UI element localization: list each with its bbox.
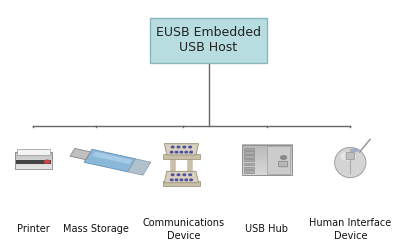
Polygon shape [128, 159, 151, 175]
FancyBboxPatch shape [244, 170, 254, 173]
FancyBboxPatch shape [244, 163, 254, 165]
Circle shape [183, 174, 186, 175]
Circle shape [183, 146, 186, 148]
Circle shape [190, 151, 192, 153]
Circle shape [189, 146, 191, 148]
Circle shape [190, 179, 192, 181]
Circle shape [281, 156, 286, 159]
FancyBboxPatch shape [244, 151, 254, 154]
FancyBboxPatch shape [267, 146, 290, 174]
Polygon shape [84, 149, 136, 172]
Circle shape [175, 179, 178, 181]
Circle shape [177, 146, 180, 148]
Ellipse shape [340, 152, 356, 161]
Text: Printer: Printer [17, 224, 50, 234]
FancyBboxPatch shape [19, 149, 48, 153]
Text: Human Interface
Device: Human Interface Device [309, 218, 392, 240]
FancyBboxPatch shape [244, 148, 254, 150]
FancyBboxPatch shape [17, 148, 50, 154]
Ellipse shape [350, 148, 359, 152]
Polygon shape [93, 152, 132, 164]
Circle shape [175, 151, 178, 153]
Text: Communications
Device: Communications Device [143, 218, 224, 240]
FancyBboxPatch shape [16, 160, 51, 164]
Circle shape [171, 151, 173, 153]
Circle shape [180, 151, 183, 153]
FancyBboxPatch shape [279, 161, 288, 167]
FancyBboxPatch shape [163, 154, 200, 159]
FancyBboxPatch shape [244, 167, 254, 169]
Text: USB Hub: USB Hub [245, 224, 289, 234]
Circle shape [185, 179, 188, 181]
Circle shape [185, 151, 188, 153]
Circle shape [177, 174, 180, 175]
Polygon shape [164, 144, 198, 155]
Text: Mass Storage: Mass Storage [63, 224, 129, 234]
Circle shape [171, 146, 174, 148]
Ellipse shape [334, 147, 366, 178]
Circle shape [171, 174, 174, 175]
FancyBboxPatch shape [346, 152, 354, 160]
Text: EUSB Embedded
USB Host: EUSB Embedded USB Host [156, 26, 261, 54]
FancyBboxPatch shape [150, 18, 267, 63]
Polygon shape [70, 148, 90, 160]
FancyBboxPatch shape [163, 181, 200, 186]
FancyBboxPatch shape [244, 155, 254, 158]
Circle shape [171, 179, 173, 181]
FancyBboxPatch shape [244, 159, 254, 161]
Circle shape [180, 179, 183, 181]
Polygon shape [164, 171, 198, 183]
Circle shape [45, 160, 50, 163]
Circle shape [189, 174, 191, 175]
